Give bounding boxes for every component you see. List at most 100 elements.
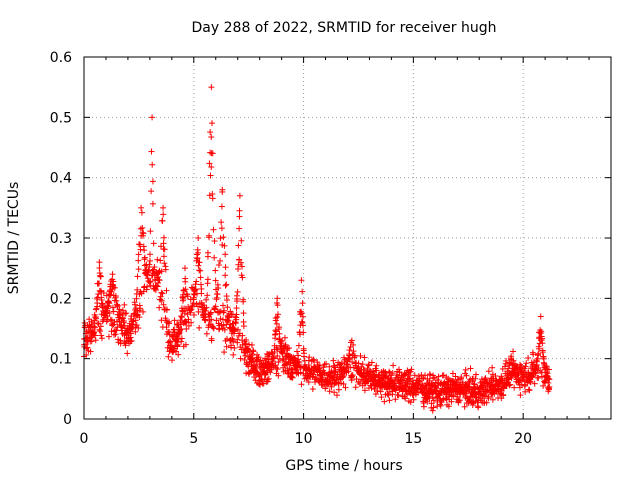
data-point [355, 360, 362, 367]
data-point [160, 211, 167, 218]
data-point [328, 383, 335, 390]
data-point [158, 297, 165, 304]
data-point [161, 246, 168, 253]
data-point [113, 297, 120, 304]
data-point [140, 230, 147, 237]
data-point [92, 332, 99, 339]
data-point [144, 275, 151, 282]
data-point [537, 330, 544, 337]
data-point [517, 392, 524, 399]
data-point [156, 277, 163, 284]
data-point [209, 150, 216, 157]
data-point [203, 304, 210, 311]
data-point [100, 290, 107, 297]
data-point [158, 268, 165, 275]
data-point [136, 314, 143, 321]
data-point [338, 380, 345, 387]
data-point [215, 285, 222, 292]
data-point [159, 290, 166, 297]
data-point [321, 370, 328, 377]
data-point [138, 209, 145, 216]
data-point [206, 160, 213, 167]
data-point [349, 359, 356, 366]
data-point [207, 149, 214, 156]
data-point [154, 256, 161, 263]
data-point [211, 254, 218, 261]
data-point [182, 278, 189, 285]
data-point [525, 354, 532, 361]
data-point [222, 251, 229, 258]
data-point [117, 340, 124, 347]
data-point [298, 318, 305, 325]
data-point [131, 301, 138, 308]
data-point [268, 361, 275, 368]
data-point [231, 344, 238, 351]
data-point [222, 282, 229, 289]
data-point [353, 375, 360, 382]
data-point [185, 322, 192, 329]
data-point [279, 337, 286, 344]
data-point [420, 403, 427, 410]
data-point [236, 192, 243, 199]
data-point [149, 178, 156, 185]
data-point [82, 322, 89, 329]
data-point [526, 387, 533, 394]
x-tick-label: 15 [404, 431, 422, 447]
data-point [92, 324, 99, 331]
data-point [156, 304, 163, 311]
data-point [207, 172, 214, 179]
data-point [203, 330, 210, 337]
data-point [210, 325, 217, 332]
data-point [123, 310, 130, 317]
data-point [166, 329, 173, 336]
data-point [187, 309, 194, 316]
data-point [94, 320, 101, 327]
data-point [273, 364, 280, 371]
data-point [121, 301, 128, 308]
y-tick-label: 0.3 [50, 231, 72, 247]
data-point [305, 379, 312, 386]
data-point [320, 364, 327, 371]
data-point [98, 332, 105, 339]
data-point [96, 326, 103, 333]
data-point [299, 288, 306, 295]
data-point [212, 277, 219, 284]
data-point [270, 355, 277, 362]
data-point [276, 330, 283, 337]
data-point [137, 305, 144, 312]
data-point [204, 292, 211, 299]
data-point [180, 295, 187, 302]
data-point [386, 397, 393, 404]
data-point [334, 392, 341, 399]
data-point [163, 287, 170, 294]
data-point [279, 349, 286, 356]
data-point [475, 404, 482, 411]
data-point [144, 283, 151, 290]
data-point [107, 316, 114, 323]
data-point [175, 351, 182, 358]
data-point [301, 350, 308, 357]
data-point [298, 308, 305, 315]
data-point [240, 323, 247, 330]
data-point [235, 242, 242, 249]
y-tick-label: 0.4 [50, 171, 72, 187]
data-point [429, 407, 436, 414]
data-point [127, 338, 134, 345]
data-point [330, 357, 337, 364]
data-point [314, 359, 321, 366]
data-point [275, 359, 282, 366]
data-point [114, 302, 121, 309]
data-point [250, 348, 257, 355]
data-point [219, 302, 226, 309]
data-point [395, 392, 402, 399]
data-point [132, 317, 139, 324]
data-point [310, 356, 317, 363]
data-point [134, 286, 141, 293]
data-point [110, 308, 117, 315]
data-point [169, 357, 176, 364]
data-point [537, 313, 544, 320]
data-point [225, 317, 232, 324]
chart-title: Day 288 of 2022, SRMTID for receiver hug… [192, 20, 497, 36]
data-point [274, 302, 281, 309]
